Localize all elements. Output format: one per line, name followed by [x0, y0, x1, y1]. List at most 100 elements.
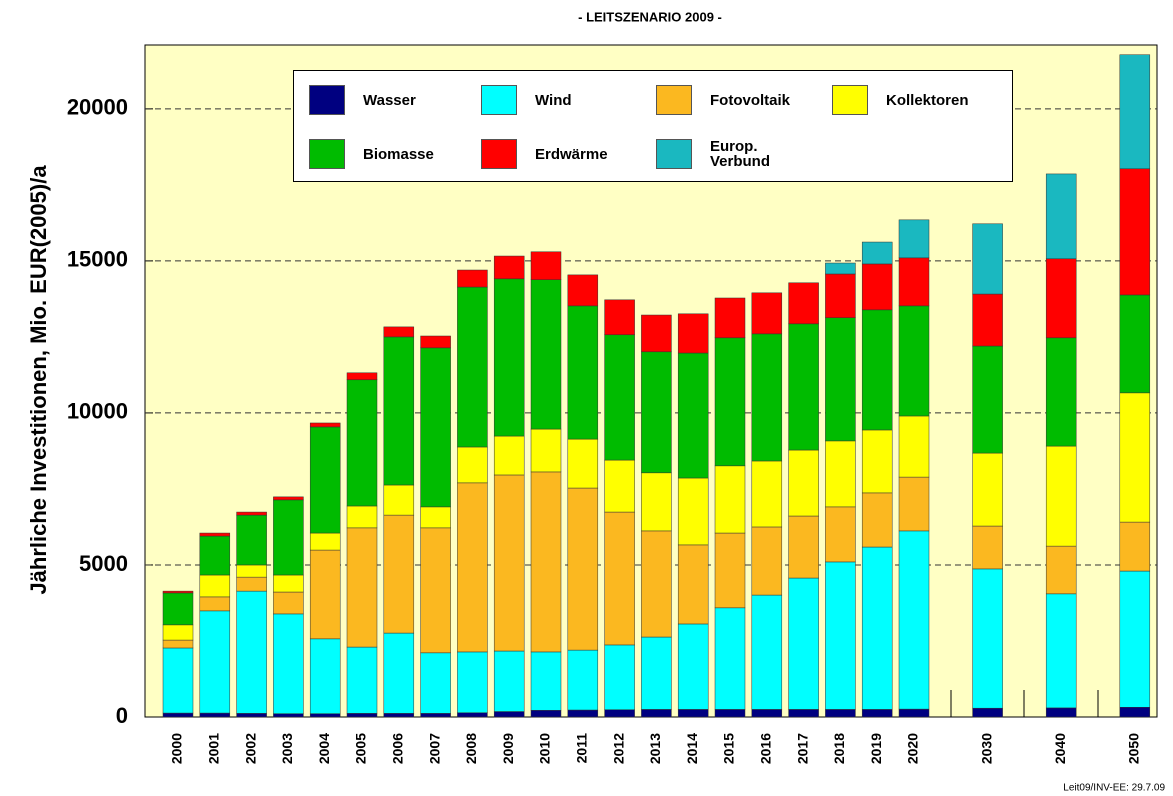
bar-segment — [1119, 521, 1151, 572]
x-tick-label: 2001 — [206, 733, 222, 764]
x-tick-label: 2013 — [647, 733, 663, 764]
x-tick-label: 2009 — [500, 733, 516, 764]
x-tick-label: 2004 — [316, 733, 332, 764]
bar-segment — [530, 651, 562, 711]
bar-segment — [162, 712, 194, 718]
bar-segment — [346, 379, 378, 507]
bar-segment — [861, 429, 893, 494]
bar-segment — [898, 305, 930, 417]
bar-segment — [641, 314, 672, 353]
bar-segment — [714, 297, 746, 339]
x-tick-label: 2003 — [279, 733, 295, 764]
bar-segment — [972, 525, 1003, 570]
bar-segment — [641, 530, 672, 638]
bar-segment — [788, 323, 819, 451]
bar-segment — [236, 590, 267, 714]
bar-segment — [567, 649, 599, 711]
bar-segment — [236, 514, 267, 566]
x-tick-label: 2014 — [684, 733, 700, 764]
bar-segment — [567, 438, 599, 489]
bar-segment — [493, 711, 525, 718]
bar-segment — [1119, 294, 1151, 394]
footnote: Leit09/INV-EE: 29.7.09 — [1063, 783, 1165, 794]
bar-segment — [309, 422, 341, 428]
bar-segment — [383, 326, 415, 338]
x-tick-label: 2002 — [242, 733, 258, 764]
x-tick-label: 2018 — [831, 733, 847, 764]
legend-label: Wasser — [363, 91, 416, 109]
bar-segment — [493, 650, 525, 712]
x-tick-label: 2016 — [758, 733, 774, 764]
bar-segment — [1119, 707, 1151, 718]
x-tick-label: 2008 — [463, 733, 479, 764]
legend-item: Wasser — [309, 85, 473, 115]
y-tick-label: 20000 — [67, 95, 128, 120]
bar-segment — [1045, 545, 1077, 595]
bar-segment — [751, 526, 783, 596]
legend-swatch — [832, 85, 868, 115]
y-tick-label: 0 — [116, 703, 128, 728]
bar-segment — [972, 568, 1003, 709]
bar-segment — [1045, 593, 1077, 709]
bar-segment — [273, 713, 304, 718]
legend-item: Wind — [481, 85, 645, 115]
bar-segment — [162, 624, 194, 641]
bar-segment — [751, 594, 783, 710]
bar-segment — [972, 345, 1003, 454]
y-axis-label: Jährliche Investitionen, Mio. EUR(2005)/… — [26, 165, 51, 595]
bar-segment — [972, 293, 1003, 347]
bar-segment — [162, 639, 194, 649]
bar-segment — [714, 465, 746, 534]
bar-segment — [898, 476, 930, 532]
bar-segment — [788, 282, 819, 325]
bar-segment — [309, 638, 341, 714]
bar-segment — [825, 709, 856, 718]
bar-segment — [493, 435, 525, 476]
y-tick-label: 15000 — [67, 247, 128, 272]
bar-segment — [1119, 54, 1151, 170]
bar-segment — [1045, 445, 1077, 547]
legend-item: Fotovoltaik — [656, 85, 820, 115]
bar-segment — [1045, 337, 1077, 447]
bar-segment — [641, 351, 672, 474]
x-tick-label: 2011 — [574, 733, 590, 764]
bar-segment — [714, 337, 746, 467]
bar-segment — [714, 607, 746, 710]
x-tick-label: 2015 — [721, 733, 737, 764]
bar-segment — [641, 709, 672, 718]
bar-segment — [383, 484, 415, 516]
bar-segment — [199, 532, 231, 537]
legend-item: Erdwärme — [481, 139, 645, 169]
bar-segment — [861, 241, 893, 265]
bar-segment — [677, 623, 709, 710]
bar-segment — [751, 292, 783, 335]
bar-segment — [199, 574, 231, 598]
bar-segment — [457, 286, 488, 448]
bar-segment — [199, 610, 231, 714]
bar-segment — [567, 274, 599, 307]
bar-segment — [199, 596, 231, 612]
bar-segment — [861, 492, 893, 548]
bar-segment — [788, 449, 819, 517]
x-tick-label: 2017 — [794, 733, 810, 764]
bar-segment — [677, 709, 709, 718]
x-tick-label: 2007 — [426, 733, 442, 764]
bar-segment — [677, 313, 709, 354]
bar-segment — [346, 505, 378, 529]
chart-title: - LEITSZENARIO 2009 - — [578, 9, 722, 24]
bar-segment — [604, 299, 635, 336]
bar-segment — [383, 632, 415, 714]
bar-segment — [898, 257, 930, 307]
bar-segment — [162, 592, 194, 626]
bar-segment — [420, 347, 451, 508]
legend-swatch — [481, 139, 517, 169]
bar-segment — [751, 460, 783, 528]
bar-segment — [420, 527, 451, 654]
bar-segment — [346, 646, 378, 714]
bar-segment — [383, 514, 415, 634]
bar-segment — [1045, 707, 1077, 718]
bar-segment — [273, 574, 304, 593]
bar-segment — [641, 636, 672, 710]
x-tick-label: 2012 — [610, 733, 626, 764]
x-tick-label: 2050 — [1126, 733, 1142, 764]
